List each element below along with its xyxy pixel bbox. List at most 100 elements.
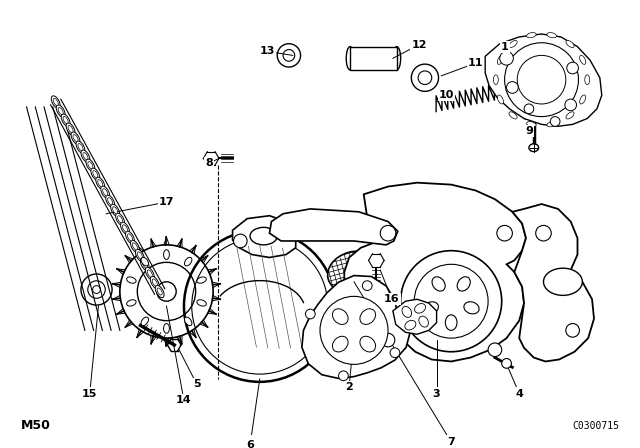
Ellipse shape [585,75,589,85]
Ellipse shape [76,141,85,153]
Polygon shape [344,183,526,362]
Ellipse shape [332,309,348,324]
Ellipse shape [156,285,164,297]
Circle shape [414,264,488,338]
Circle shape [506,82,518,93]
Ellipse shape [566,40,574,47]
Text: 9: 9 [525,126,533,136]
Ellipse shape [184,257,192,266]
Ellipse shape [580,95,586,104]
Ellipse shape [566,112,574,119]
Bar [350,47,397,70]
Circle shape [390,348,400,358]
Circle shape [497,225,513,241]
Ellipse shape [102,189,108,196]
Ellipse shape [419,316,428,327]
Text: 6: 6 [246,440,254,448]
Text: 17: 17 [159,197,174,207]
Text: 12: 12 [412,40,427,50]
Ellipse shape [125,231,134,244]
Ellipse shape [83,153,88,159]
Ellipse shape [98,180,103,187]
Ellipse shape [127,234,132,241]
Circle shape [305,309,315,319]
Circle shape [500,52,513,65]
Polygon shape [232,215,296,258]
Ellipse shape [132,243,138,250]
Ellipse shape [138,252,143,259]
Circle shape [488,343,502,357]
Ellipse shape [145,267,154,280]
Ellipse shape [131,240,140,253]
Circle shape [412,64,438,91]
Polygon shape [513,204,594,362]
Text: 16: 16 [384,294,400,304]
Ellipse shape [580,56,586,65]
Ellipse shape [393,47,401,70]
Ellipse shape [497,95,504,104]
Ellipse shape [141,257,148,266]
Circle shape [502,358,511,368]
Ellipse shape [360,309,376,324]
Text: 13: 13 [260,47,275,56]
Ellipse shape [543,268,582,295]
Ellipse shape [71,132,80,144]
Text: 11: 11 [468,58,483,68]
Polygon shape [393,299,436,334]
Ellipse shape [457,277,470,291]
Circle shape [339,371,348,381]
Ellipse shape [415,304,426,313]
Circle shape [565,99,577,111]
Ellipse shape [122,225,127,232]
Ellipse shape [66,123,75,135]
Ellipse shape [405,320,416,330]
Ellipse shape [113,207,118,214]
Ellipse shape [547,121,556,127]
Ellipse shape [360,336,376,352]
Ellipse shape [56,105,65,117]
Ellipse shape [58,108,63,115]
Ellipse shape [526,92,541,121]
Ellipse shape [147,270,152,277]
Circle shape [320,297,388,364]
Ellipse shape [86,159,95,172]
Circle shape [550,116,560,126]
Circle shape [234,234,247,248]
Text: 10: 10 [438,90,454,100]
Ellipse shape [68,125,73,133]
Ellipse shape [150,276,159,289]
Ellipse shape [402,306,412,317]
Ellipse shape [152,279,157,286]
Circle shape [504,43,579,116]
Ellipse shape [527,33,536,38]
Ellipse shape [93,171,98,178]
Text: 8: 8 [205,158,213,168]
Ellipse shape [164,250,170,259]
Text: 15: 15 [82,388,97,399]
Ellipse shape [250,228,277,245]
Circle shape [277,44,301,67]
Circle shape [381,333,395,347]
Ellipse shape [100,186,109,198]
Ellipse shape [464,302,479,314]
Ellipse shape [63,116,68,124]
Ellipse shape [509,40,517,47]
Ellipse shape [111,204,120,216]
Ellipse shape [53,99,58,106]
Ellipse shape [184,317,192,326]
Ellipse shape [116,213,125,225]
Ellipse shape [127,277,136,283]
Text: 4: 4 [515,388,523,399]
Ellipse shape [197,277,206,283]
Text: 2: 2 [345,382,353,392]
Ellipse shape [328,251,380,293]
Polygon shape [269,209,397,245]
Ellipse shape [61,114,70,126]
Text: 3: 3 [433,388,440,399]
Circle shape [283,50,295,61]
Circle shape [401,251,502,352]
Polygon shape [302,276,411,379]
Polygon shape [485,34,602,126]
Ellipse shape [346,47,354,70]
Ellipse shape [164,323,170,333]
